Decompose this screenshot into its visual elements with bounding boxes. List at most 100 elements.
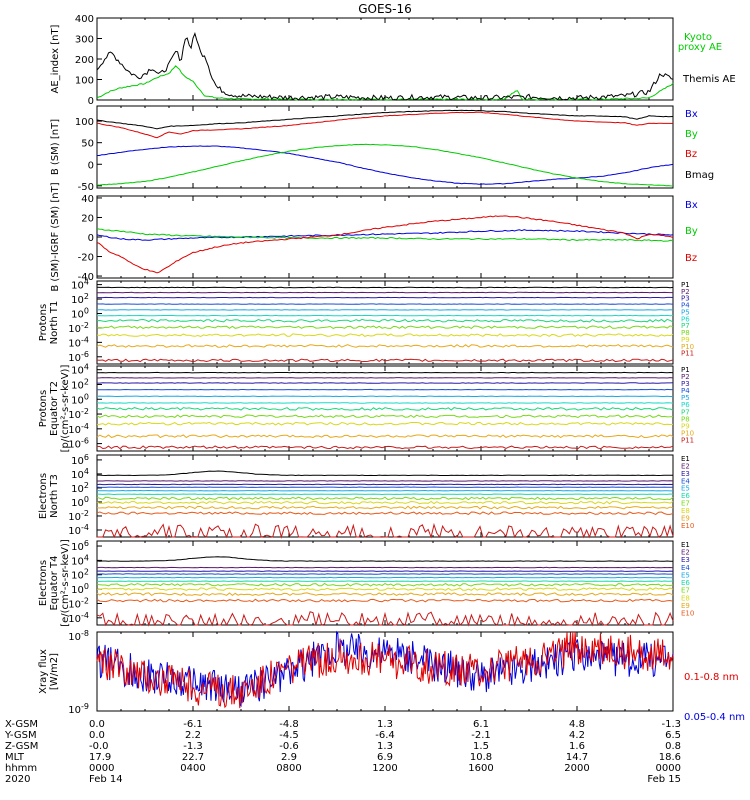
panel-frame [96, 280, 674, 365]
legend-e2: E2 [681, 462, 690, 470]
x-axis-value: 17.9 [89, 752, 111, 763]
y-tick-label: 102 [71, 292, 89, 306]
legend-e1: E1 [681, 541, 690, 549]
legend-e3: E3 [681, 556, 690, 564]
y-tick-label: 300 [75, 35, 94, 46]
y-axis-label: Protons [38, 390, 49, 427]
legend-bz: Bz [685, 149, 697, 160]
legend-p5: P5 [681, 394, 690, 402]
x-axis-value: 1.5 [473, 741, 489, 752]
y-tick-label: 50 [81, 139, 94, 150]
x-axis-value: 6.1 [473, 719, 489, 730]
legend-kyoto: Kyoto [684, 32, 712, 43]
y-tick-label: 104 [71, 467, 89, 481]
y-tick-label: 0 [88, 96, 94, 107]
panel-frame [96, 195, 674, 279]
y-tick-label: 102 [71, 568, 89, 582]
x-axis-value: -6.1 [183, 719, 203, 730]
x-axis-row-label: X-GSM [5, 719, 38, 730]
y-tick-label: 10-2 [68, 321, 89, 335]
x-axis-value: -1.3 [661, 719, 681, 730]
x-axis-value: -0.0 [89, 741, 109, 752]
legend-short-channel: 0.05-0.4 nm [684, 712, 745, 723]
y-axis-label: North T1 [49, 301, 60, 345]
y-tick-label: 10-2 [68, 407, 89, 421]
y-tick-label: 104 [71, 278, 89, 292]
x-axis-value: 1600 [468, 763, 493, 774]
legend-p7: P7 [681, 322, 690, 330]
y-tick-label: 104 [71, 363, 89, 377]
y-tick-label: 10-2 [68, 509, 89, 523]
x-axis-value: 1.3 [377, 741, 393, 752]
flux-channel-6-line [96, 402, 674, 404]
legend-p1: P1 [681, 281, 690, 289]
flux-channel-6-line [96, 314, 674, 317]
legend-e9: E9 [681, 514, 690, 522]
legend-e10: E10 [681, 610, 694, 618]
x-axis-value: 0800 [276, 763, 301, 774]
y-tick-label: 10-6 [68, 350, 89, 364]
x-axis-value: -4.5 [279, 730, 299, 741]
series-by-line [96, 228, 674, 242]
y-tick-label: 10-8 [68, 629, 89, 643]
y-tick-label: 10-6 [68, 437, 89, 451]
legend-e8: E8 [681, 507, 690, 515]
legend-e10: E10 [681, 522, 694, 530]
legend-bmag: Bmag [685, 170, 714, 181]
legend-by: By [685, 226, 698, 237]
legend-p3: P3 [681, 380, 690, 388]
series-bz-line [96, 215, 674, 274]
y-tick-label: 100 [71, 582, 89, 596]
flux-channel-10-line [96, 344, 674, 348]
flux-channel-10-line [96, 434, 674, 439]
legend-p10: P10 [681, 343, 694, 351]
flux-channel-4-line [96, 388, 673, 391]
y-axis-label: Xray flux [38, 649, 49, 694]
x-axis-value: -1.3 [183, 741, 203, 752]
y-tick-label: 104 [71, 553, 89, 567]
legend-p8: P8 [681, 329, 690, 337]
y-tick-label: 100 [71, 392, 89, 406]
flux-channel-11-line [96, 445, 674, 450]
y-axis-label: Protons [38, 304, 49, 341]
series-bmag-line [96, 109, 674, 130]
legend-e1: E1 [681, 455, 690, 463]
x-axis-row-label: 2020 [5, 774, 30, 785]
legend-e6: E6 [681, 579, 690, 587]
legend-e8: E8 [681, 594, 690, 602]
x-axis-value: -4.8 [279, 719, 299, 730]
y-axis-label: [p/(cm²-s-sr-keV)] [60, 365, 71, 453]
y-tick-label: -50 [78, 182, 94, 193]
legend-e5: E5 [681, 485, 690, 493]
y-axis-label: Equator T4 [49, 556, 60, 611]
legend-e5: E5 [681, 571, 690, 579]
y-tick-label: -40 [78, 272, 94, 283]
series-bx-line [97, 145, 674, 185]
legend-p4: P4 [681, 302, 690, 310]
legend-bz: Bz [685, 253, 697, 264]
legend-p8: P8 [681, 415, 690, 423]
x-axis-row-label: Y-GSM [4, 730, 37, 741]
legend-proxy-ae: proxy AE [678, 42, 722, 53]
flux-channel-3-line [96, 570, 674, 572]
y-tick-label: 102 [71, 377, 89, 391]
legend-e7: E7 [681, 587, 690, 595]
flux-channel-8-line [96, 325, 674, 329]
legend-e2: E2 [681, 549, 690, 557]
y-tick-label: 100 [75, 76, 94, 87]
x-axis-value: 1200 [372, 763, 397, 774]
legend-p3: P3 [681, 295, 690, 303]
legend-p4: P4 [681, 387, 690, 395]
legend-p11: P11 [681, 436, 694, 444]
x-axis-value: 6.5 [665, 730, 681, 741]
flux-channel-9-line [96, 333, 674, 337]
flux-channel-7-line [96, 407, 674, 411]
flux-channel-8-line [96, 500, 674, 505]
y-tick-label: 10-2 [68, 596, 89, 610]
x-axis-value: Feb 14 [89, 774, 123, 785]
y-tick-label: 0 [88, 233, 94, 244]
flux-channel-7-line [96, 318, 674, 323]
